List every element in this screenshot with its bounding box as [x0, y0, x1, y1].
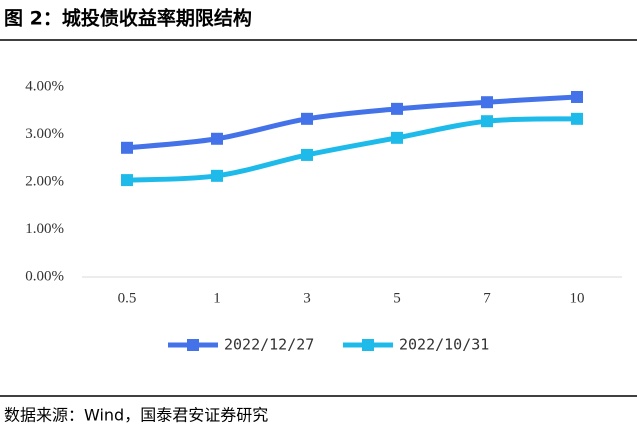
legend-label: 2022/10/31 — [399, 336, 489, 354]
point-marker — [121, 141, 133, 154]
point-marker — [571, 112, 583, 125]
y-tick-label: 1.00% — [25, 221, 64, 237]
point-marker — [571, 90, 583, 103]
x-tick-label: 0.5 — [118, 290, 137, 306]
chart-title: 图 2：城投债收益率期限结构 — [4, 7, 252, 30]
point-marker — [481, 115, 493, 128]
point-marker — [301, 112, 313, 125]
x-tick-label: 7 — [483, 290, 491, 306]
series-line — [126, 94, 578, 151]
point-marker — [391, 102, 403, 115]
point-marker — [301, 148, 313, 161]
legend-marker — [362, 339, 374, 351]
x-tick-label: 10 — [570, 290, 585, 306]
y-tick-label: 2.00% — [25, 173, 64, 189]
series-line — [126, 116, 578, 183]
x-tick-label: 3 — [303, 290, 311, 306]
y-tick-label: 4.00% — [25, 78, 64, 94]
x-tick-label: 5 — [393, 290, 401, 306]
point-marker — [211, 169, 223, 182]
y-tick-label: 0.00% — [25, 268, 64, 284]
point-marker — [211, 132, 223, 145]
point-marker — [481, 96, 493, 109]
point-marker — [391, 131, 403, 144]
source-note: 数据来源：Wind，国泰君安证券研究 — [4, 406, 268, 425]
y-tick-label: 3.00% — [25, 126, 64, 142]
legend-marker — [187, 339, 199, 351]
point-marker — [121, 174, 133, 187]
legend-label: 2022/12/27 — [224, 336, 314, 354]
x-tick-label: 1 — [213, 290, 221, 306]
